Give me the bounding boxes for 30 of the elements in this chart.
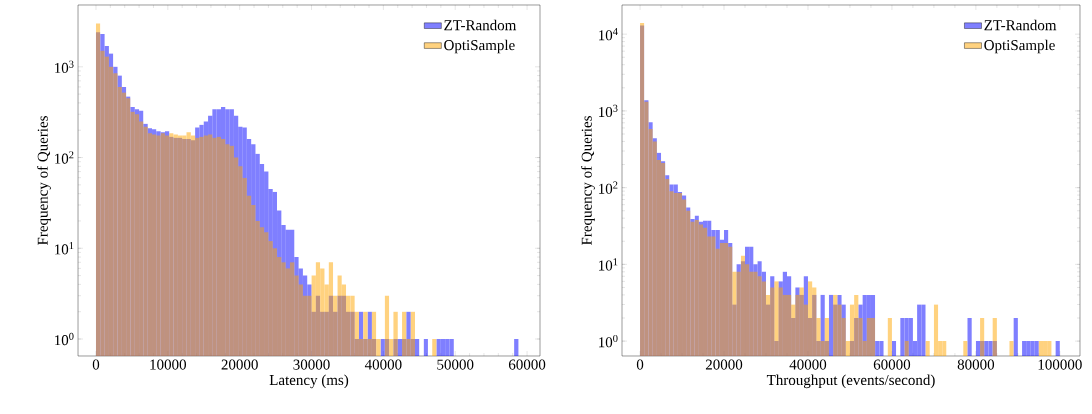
y-axis-title: Frequency of Queries [37, 116, 51, 246]
y-tick-label: 10$^{0}$ [599, 334, 618, 348]
x-tick-label: 10000 [150, 359, 187, 370]
x-tick-label: 30000 [293, 359, 330, 370]
legend-label: OptiSample [444, 39, 515, 54]
x-tick-label: 0 [92, 359, 100, 370]
y-tick-label: 10$^{0}$ [55, 332, 74, 346]
legend-label: ZT-Random [444, 19, 517, 31]
x-tick-label: 50000 [437, 359, 474, 370]
x-tick-label: 80000 [957, 359, 995, 370]
y-tick-label: 10$^{1}$ [55, 242, 74, 255]
legend-label: ZT-Random [984, 19, 1057, 31]
x-tick-label: 60000 [873, 359, 911, 370]
x-tick-label: 20000 [221, 359, 258, 370]
y-tick-label: 10$^{2}$ [55, 151, 74, 164]
x-tick-label: 0 [636, 359, 644, 370]
x-tick-label: 20000 [705, 359, 743, 370]
x-tick-label: 60000 [508, 359, 546, 370]
x-axis-title: Latency (ms) [269, 374, 349, 389]
y-tick-label: 10$^{3}$ [599, 104, 618, 118]
legend-label: OptiSample [984, 39, 1055, 54]
x-axis-title: Throughput (events/second) [766, 374, 935, 389]
y-tick-label: 10$^{4}$ [599, 28, 618, 41]
y-tick-label: 10$^{1}$ [599, 258, 618, 271]
y-tick-label: 10$^{2}$ [599, 181, 618, 194]
y-axis-title: Frequency of Queries [581, 116, 595, 246]
x-tick-label: 40000 [789, 359, 827, 370]
y-tick-label: 10$^{3}$ [55, 60, 74, 73]
x-tick-label: 100000 [1038, 359, 1082, 370]
x-tick-label: 40000 [364, 359, 402, 370]
